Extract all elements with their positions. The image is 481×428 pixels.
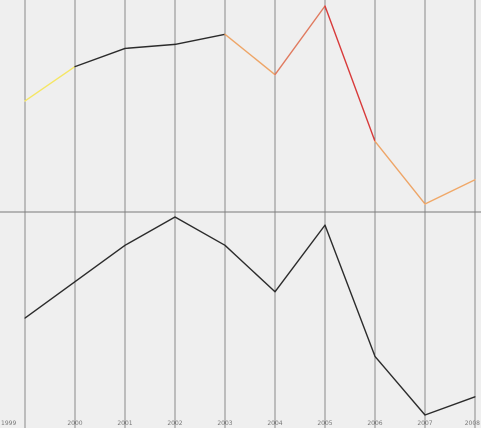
bottom-series-line-segment	[124, 216, 176, 247]
top-series-line-segment	[324, 5, 376, 143]
top-series-line-segment	[224, 33, 276, 76]
top-series-line-segment	[374, 140, 426, 205]
top-series-line-segment	[274, 5, 326, 76]
bottom-series-line-segment	[374, 355, 426, 416]
bottom-series-line-segment	[224, 244, 276, 293]
bottom-series-line-segment	[424, 396, 476, 416]
bottom-series-line-segment	[74, 244, 126, 283]
top-series-line-segment	[174, 33, 226, 46]
x-tick-label: 2002	[167, 420, 182, 427]
bottom-panel-line-series	[24, 216, 476, 416]
grid-lines	[24, 0, 476, 428]
x-axis-tick-labels: 1999 2000 2001 2002 2003 2004 2005 2006 2007 2008	[1, 420, 480, 427]
bottom-series-line-segment	[324, 224, 376, 358]
top-series-line-segment	[124, 43, 176, 50]
top-panel-line-series	[24, 5, 476, 205]
top-series-line-segment	[24, 65, 76, 102]
top-series-line-segment	[424, 179, 476, 205]
x-tick-label: 2000	[67, 420, 82, 427]
bottom-series-line-segment	[274, 224, 326, 293]
x-tick-label: 2005	[317, 420, 332, 427]
x-tick-label: 2001	[117, 420, 132, 427]
x-tick-label: 2007	[417, 420, 432, 427]
x-tick-label: 2004	[267, 420, 282, 427]
top-series-line-segment	[74, 47, 126, 68]
x-tick-label: 2006	[367, 420, 382, 427]
x-tick-label: 2003	[217, 420, 232, 427]
bottom-series-line-segment	[24, 280, 76, 319]
x-tick-label: 1999	[1, 420, 16, 427]
x-tick-label: 2008	[465, 420, 480, 427]
bottom-series-line-segment	[174, 216, 226, 247]
